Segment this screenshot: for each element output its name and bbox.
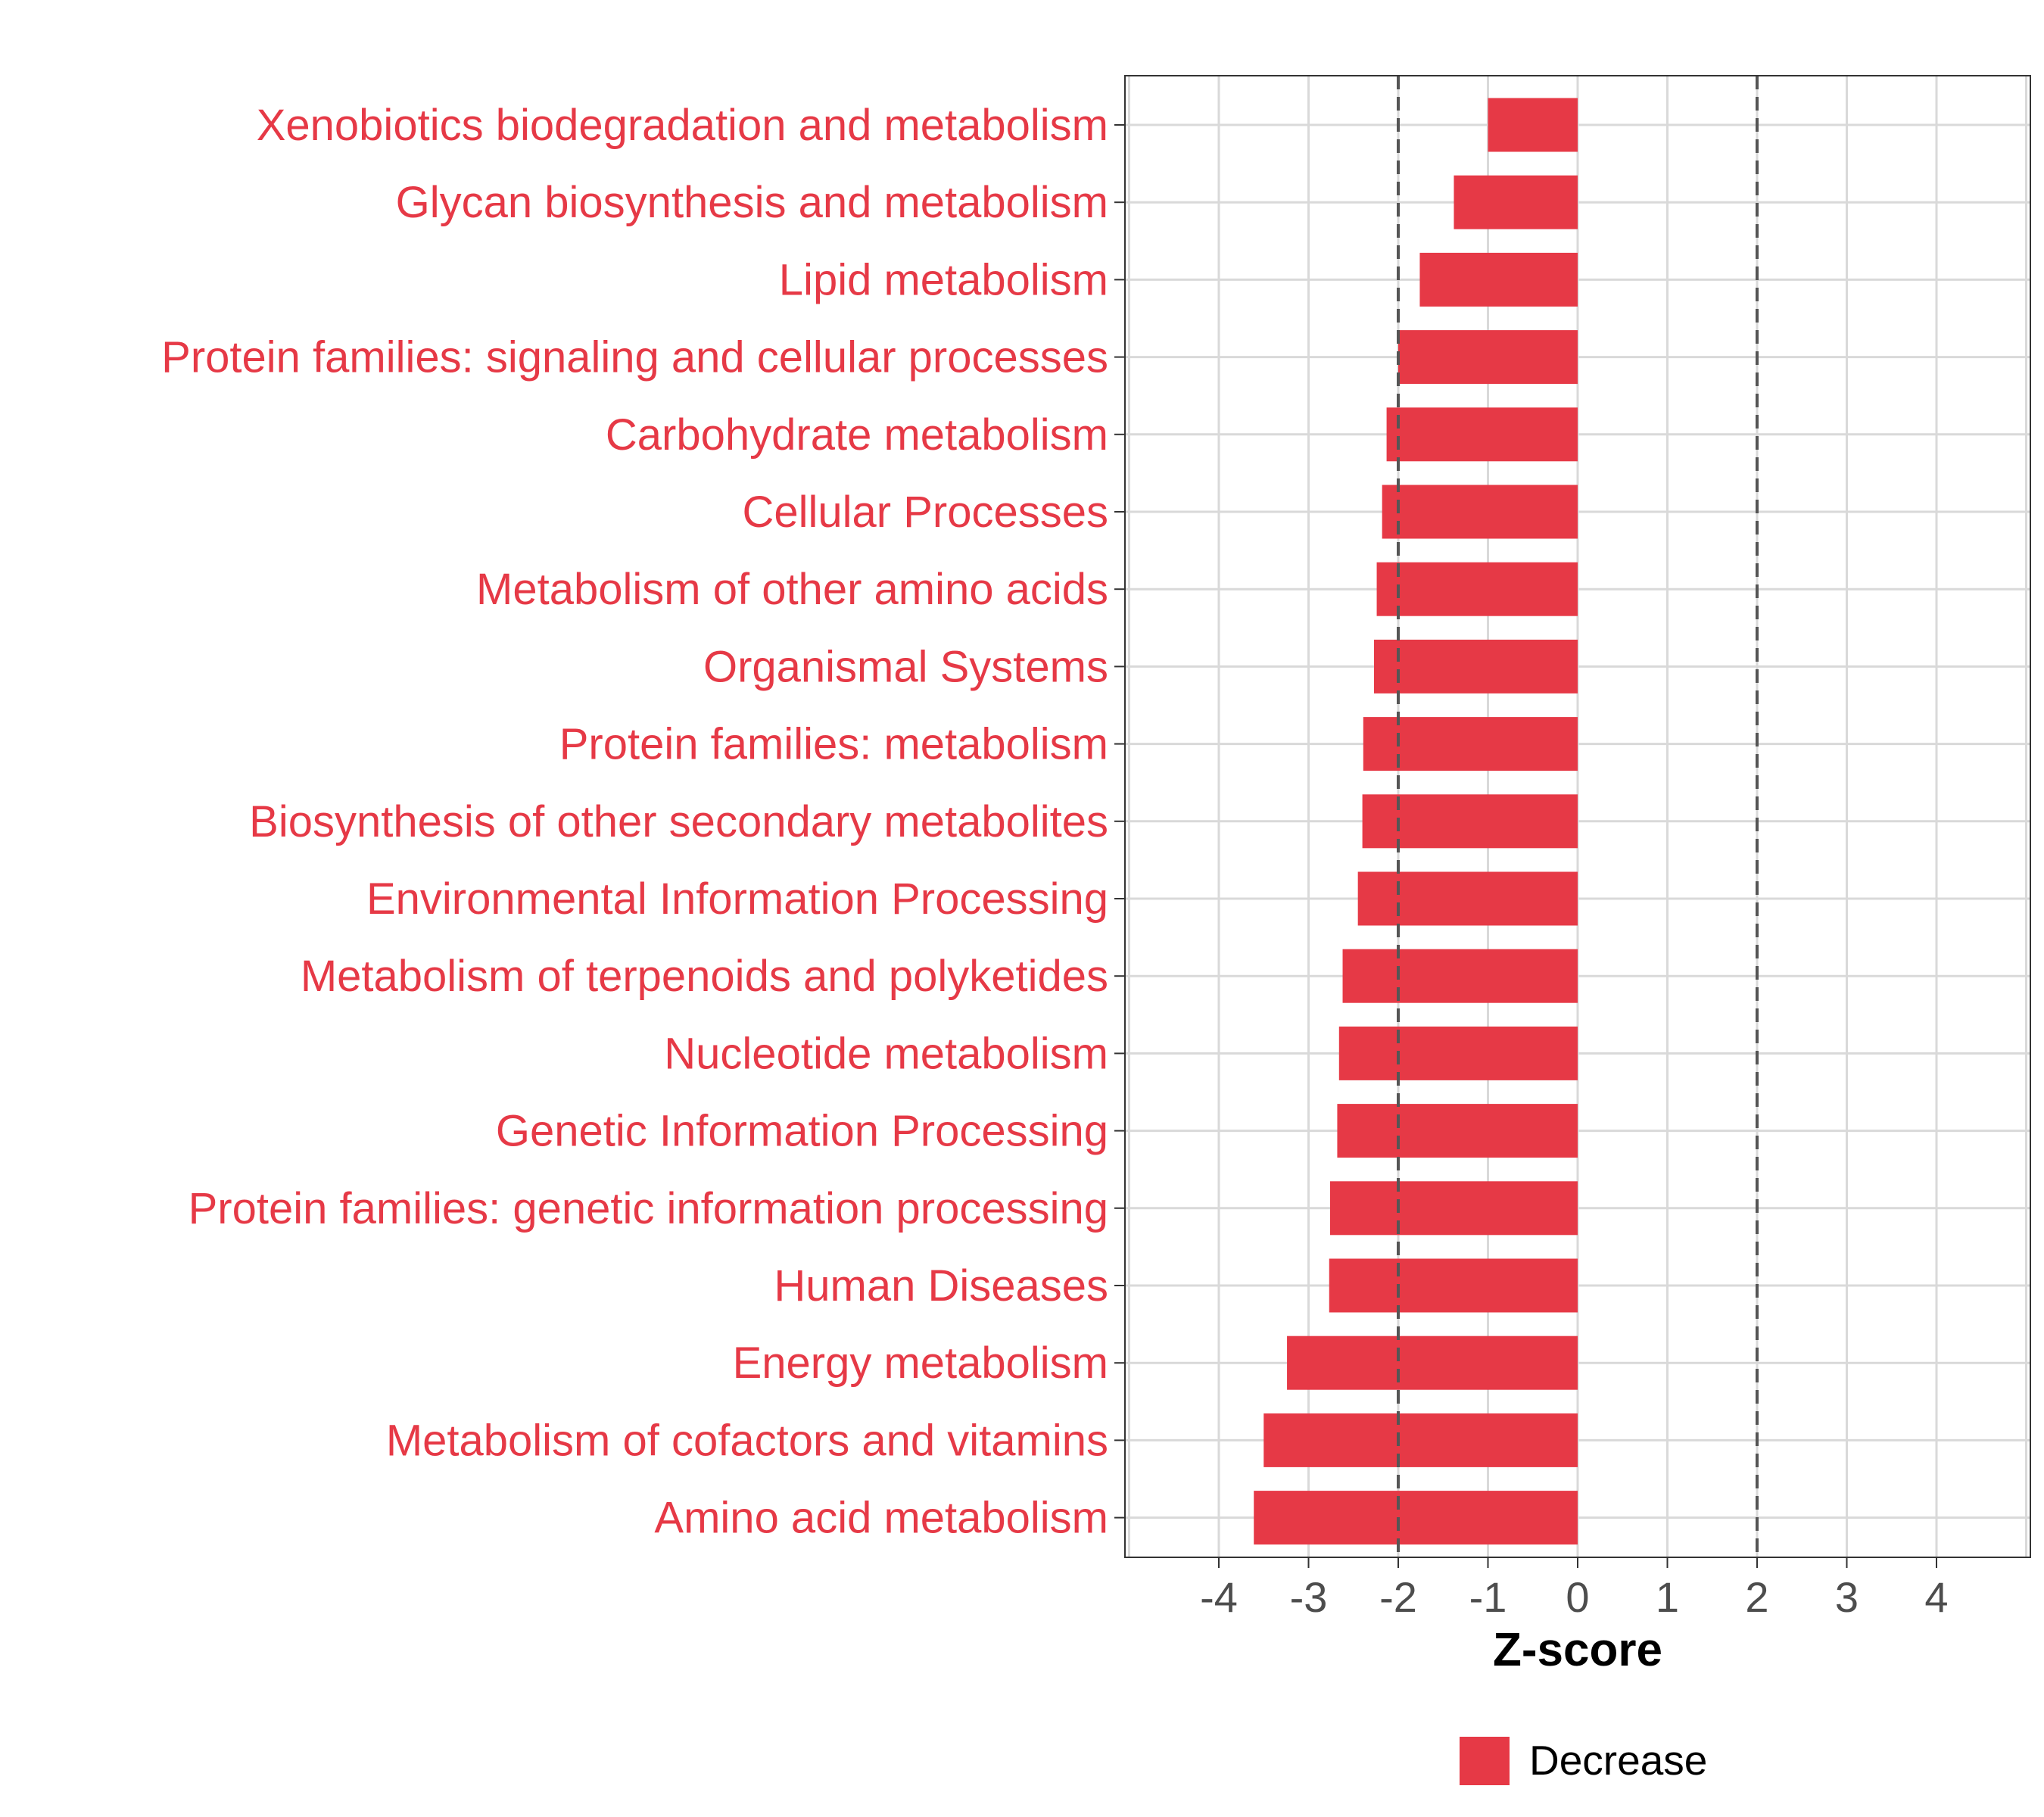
x-tick-label: -1 — [1469, 1573, 1507, 1621]
x-tick-label: -2 — [1379, 1573, 1417, 1621]
x-tick-label: 4 — [1924, 1573, 1948, 1621]
x-axis-ticks: -4 -3 -2 -1 0 1 2 3 4 — [1200, 1557, 1949, 1621]
bar — [1357, 871, 1578, 926]
bar — [1398, 330, 1578, 385]
bar — [1362, 794, 1578, 849]
category-label: Protein families: metabolism — [559, 720, 1108, 769]
category-label: Environmental Information Processing — [366, 874, 1108, 924]
bar — [1382, 485, 1578, 539]
reference-lines — [1397, 76, 1759, 1557]
bar — [1263, 1413, 1578, 1467]
legend: Decrease — [1460, 1737, 1707, 1785]
x-tick-label: 1 — [1656, 1573, 1679, 1621]
category-label: Amino acid metabolism — [654, 1494, 1108, 1543]
category-label: Metabolism of terpenoids and polyketides — [301, 952, 1108, 1001]
category-label: Cellular Processes — [742, 488, 1108, 537]
bar — [1287, 1335, 1578, 1390]
x-tick-label: 2 — [1745, 1573, 1768, 1621]
category-label: Biosynthesis of other secondary metaboli… — [249, 797, 1108, 846]
category-label: Metabolism of other amino acids — [476, 565, 1108, 614]
bar — [1386, 407, 1578, 462]
category-label: Lipid metabolism — [779, 255, 1108, 304]
bar — [1376, 562, 1578, 616]
x-tick-label: 0 — [1566, 1573, 1589, 1621]
category-label: Protein families: genetic information pr… — [189, 1184, 1108, 1233]
category-label: Glycan biosynthesis and metabolism — [396, 178, 1108, 227]
bar — [1254, 1491, 1578, 1545]
legend-swatch-decrease — [1460, 1737, 1510, 1785]
category-label: Human Diseases — [774, 1261, 1108, 1311]
bar — [1419, 252, 1578, 307]
category-label: Carbohydrate metabolism — [606, 410, 1108, 460]
category-label: Genetic Information Processing — [496, 1107, 1108, 1156]
x-axis-title: Z-score — [1493, 1624, 1662, 1676]
legend-label-decrease: Decrease — [1529, 1737, 1707, 1784]
category-label: Xenobiotics biodegradation and metabolis… — [257, 101, 1108, 150]
x-tick-label: -3 — [1290, 1573, 1328, 1621]
bar — [1329, 1258, 1578, 1313]
bar — [1488, 98, 1578, 152]
bar — [1338, 1026, 1578, 1080]
bar — [1342, 949, 1578, 1003]
category-label: Nucleotide metabolism — [664, 1029, 1108, 1078]
category-labels: Xenobiotics biodegradation and metabolis… — [161, 101, 1125, 1543]
bar — [1337, 1104, 1578, 1158]
bar — [1454, 175, 1578, 229]
category-label: Protein families: signaling and cellular… — [161, 333, 1108, 382]
category-label: Energy metabolism — [733, 1339, 1108, 1388]
category-label: Organismal Systems — [703, 642, 1108, 691]
category-label: Metabolism of cofactors and vitamins — [386, 1416, 1108, 1465]
x-tick-label: 3 — [1835, 1573, 1859, 1621]
bar — [1363, 717, 1578, 771]
bar — [1329, 1181, 1578, 1236]
x-tick-label: -4 — [1200, 1573, 1238, 1621]
bar — [1374, 639, 1578, 693]
